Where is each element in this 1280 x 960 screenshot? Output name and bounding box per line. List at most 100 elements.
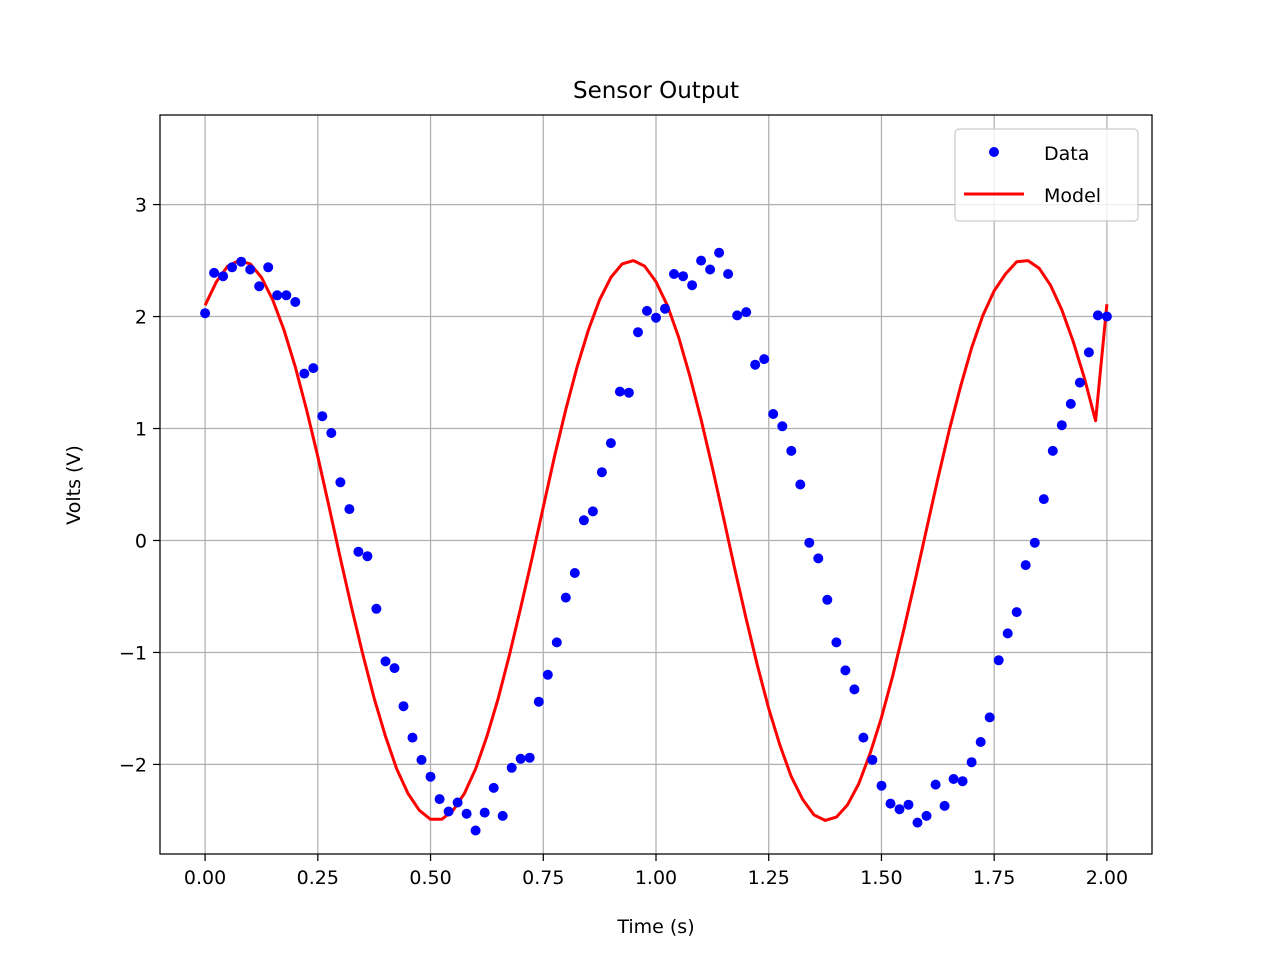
data-point xyxy=(344,504,355,515)
data-point xyxy=(966,757,977,768)
data-point xyxy=(921,810,932,821)
legend-data-marker xyxy=(989,147,999,157)
x-tick-label: 0.50 xyxy=(409,867,451,889)
data-point xyxy=(732,310,743,321)
model-line xyxy=(203,259,1109,822)
x-tick-label: 0.00 xyxy=(184,867,226,889)
data-point xyxy=(524,752,535,763)
data-point xyxy=(497,810,508,821)
data-point xyxy=(804,537,815,548)
data-point xyxy=(290,297,301,307)
data-point xyxy=(200,308,211,319)
chart-title: Sensor Output xyxy=(573,78,739,104)
data-point xyxy=(218,271,229,282)
data-point xyxy=(578,515,589,526)
data-point xyxy=(596,467,607,478)
data-point xyxy=(849,684,860,695)
data-point xyxy=(1011,607,1022,618)
data-point xyxy=(551,637,562,648)
data-point xyxy=(939,800,950,811)
data-point xyxy=(840,665,851,676)
data-point xyxy=(894,804,905,815)
data-point xyxy=(353,546,364,557)
data-point xyxy=(831,637,842,648)
data-point xyxy=(786,445,797,456)
data-point xyxy=(948,774,959,784)
data-point xyxy=(560,592,571,603)
data-point xyxy=(587,506,598,517)
data-point xyxy=(335,477,346,488)
data-point xyxy=(651,312,661,323)
data-point xyxy=(957,776,968,787)
x-tick-label: 0.75 xyxy=(522,867,564,889)
x-tick-label: 1.00 xyxy=(635,867,677,889)
data-point xyxy=(912,817,923,828)
data-point xyxy=(299,368,310,379)
data-point xyxy=(930,779,941,790)
data-point xyxy=(470,825,481,836)
data-point xyxy=(1101,311,1112,322)
data-point xyxy=(1029,537,1040,548)
data-point xyxy=(542,669,553,680)
x-tick-label: 1.75 xyxy=(973,867,1015,889)
data-point xyxy=(678,271,689,282)
legend: Data Model xyxy=(954,128,1139,222)
data-point xyxy=(398,701,409,712)
data-point xyxy=(660,303,670,314)
data-point xyxy=(714,247,725,258)
data-point xyxy=(326,428,337,438)
data-point xyxy=(669,269,679,279)
x-tick-label: 0.25 xyxy=(297,867,339,889)
data-point xyxy=(227,262,238,273)
data-point xyxy=(263,262,274,273)
data-point xyxy=(1002,628,1013,639)
x-tick-label: 2.00 xyxy=(1086,867,1128,889)
x-axis-label: Time (s) xyxy=(616,916,694,938)
legend-model-label: Model xyxy=(1044,185,1101,207)
data-point xyxy=(623,387,634,398)
data-point xyxy=(479,807,490,818)
data-point xyxy=(254,281,265,292)
data-point xyxy=(876,780,887,791)
data-point xyxy=(975,737,986,747)
model-series xyxy=(203,259,1109,822)
data-point xyxy=(687,280,698,291)
data-point xyxy=(236,256,247,267)
data-point xyxy=(1038,494,1049,505)
data-point xyxy=(488,782,499,793)
data-point xyxy=(795,479,806,490)
y-tick-label: 2 xyxy=(135,307,147,329)
data-point xyxy=(317,411,328,422)
data-point xyxy=(768,409,779,419)
data-point xyxy=(425,771,436,782)
y-axis-ticks: −2 −1 0 1 2 3 xyxy=(119,195,160,776)
data-point xyxy=(272,290,283,301)
data-point xyxy=(813,553,824,564)
y-axis-label: Volts (V) xyxy=(63,445,85,525)
data-point xyxy=(1092,310,1103,321)
data-point xyxy=(605,438,616,449)
data-point xyxy=(984,712,995,723)
data-point xyxy=(533,696,544,707)
y-tick-label: 0 xyxy=(135,530,147,552)
data-point xyxy=(281,290,292,301)
data-point xyxy=(416,754,427,765)
data-point xyxy=(407,732,418,743)
x-tick-label: 1.50 xyxy=(860,867,902,889)
data-point xyxy=(777,421,788,432)
x-tick-label: 1.25 xyxy=(748,867,790,889)
data-point xyxy=(642,305,652,316)
data-point xyxy=(705,264,716,275)
data-point xyxy=(308,363,319,374)
y-tick-label: 1 xyxy=(135,419,147,441)
data-point xyxy=(1083,347,1094,358)
data-point xyxy=(696,255,707,266)
data-point xyxy=(903,799,914,810)
data-point xyxy=(822,594,833,605)
data-point xyxy=(1056,420,1067,431)
data-point xyxy=(993,655,1004,666)
data-point xyxy=(515,753,526,764)
data-point xyxy=(362,551,373,562)
data-point xyxy=(434,794,445,805)
